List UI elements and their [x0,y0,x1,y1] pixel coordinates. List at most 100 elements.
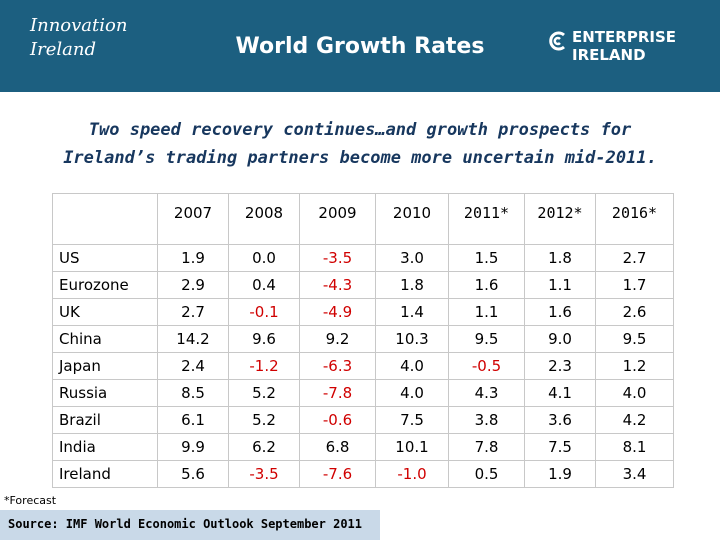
cell: -0.1 [228,298,300,326]
cell: 5.2 [228,406,300,434]
cell: 6.8 [299,433,376,461]
cell: 4.2 [595,406,674,434]
cell: 10.1 [375,433,449,461]
cell: 4.1 [524,379,596,407]
row-label: Ireland [52,460,158,488]
cell: 2.7 [157,298,229,326]
logo-right: ENTERPRISE IRELAND [572,28,677,64]
growth-table: 2007 2008 2009 2010 2011* 2012* 2016* US 1.9 0.0-… [52,193,674,488]
column-header: 2009 [299,193,376,245]
table-row: Ireland 5.6 -3.5 -7.6 -1.0 0.5 1.9 3.4 [52,460,674,488]
column-header: 2010 [375,193,449,245]
table-row: India 9.9 6.2 6.8 10.1 7.8 7.5 8.1 [52,433,674,461]
cell: 1.8 [524,244,596,272]
header-bar: Innovation Ireland ENTERPRISE IRELAND Wo… [0,0,720,92]
cell: 9.2 [299,325,376,353]
cell: 8.1 [595,433,674,461]
cell: 9.6 [228,325,300,353]
cell: 10.3 [375,325,449,353]
cell: 9.5 [595,325,674,353]
row-label: UK [52,298,158,326]
cell: -3.5 [228,460,300,488]
cell: 1.8 [375,271,449,299]
table-row: US 1.9 0.0 -3.5 3.0 1.5 1.8 2.7 [52,244,674,272]
cell: 3.8 [448,406,525,434]
cell: 3.0 [375,244,449,272]
cell: 1.9 [157,244,229,272]
cell: 1.2 [595,352,674,380]
cell: 1.6 [448,271,525,299]
cell: 2.9 [157,271,229,299]
subtitle-line: Ireland’s trading partners become more u… [63,148,657,168]
row-label: India [52,433,158,461]
cell: 7.5 [524,433,596,461]
row-label: Japan [52,352,158,380]
cell: -3.5 [299,244,376,272]
slide-title: World Growth Rates [235,34,485,59]
cell: 6.2 [228,433,300,461]
logo-mark [549,31,565,51]
header-row: 2007 2008 2009 2010 2011* 2012* 2016* [52,193,674,245]
cell: -6.3 [299,352,376,380]
cell: 4.0 [595,379,674,407]
column-header: 2012* [524,193,596,245]
cell: -7.8 [299,379,376,407]
subtitle-line: Two speed recovery continues…and growth … [88,120,632,140]
cell: 4.0 [375,352,449,380]
cell: 1.9 [524,460,596,488]
cell: 4.0 [375,379,449,407]
cell: 1.5 [448,244,525,272]
row-label: China [52,325,158,353]
cell: 8.5 [157,379,229,407]
table-row: China 14.2 9.6 9.2 10.3 9.5 9.0 9.5 [52,325,674,353]
cell: 2.7 [595,244,674,272]
cell: 9.0 [524,325,596,353]
cell: 2.6 [595,298,674,326]
footnote: *Forecast [4,494,57,507]
cell: 6.1 [157,406,229,434]
row-label: US [52,244,158,272]
cell: -7.6 [299,460,376,488]
cell: -4.3 [299,271,376,299]
cell: 9.9 [157,433,229,461]
cell: 4.3 [448,379,525,407]
column-header: 2016* [595,193,674,245]
cell: 5.6 [157,460,229,488]
subtitle: Two speed recovery continues…and growth … [20,116,700,172]
source-bar: Source: IMF World Economic Outlook Septe… [0,510,380,540]
cell: 14.2 [157,325,229,353]
column-header: 2008 [228,193,300,245]
cell: 5.2 [228,379,300,407]
table-row: Japan 2.4 -1.2 -6.3 4.0 -0.5 2.3 1.2 [52,352,674,380]
row-label: Eurozone [52,271,158,299]
table-row: Russia 8.5 5.2 -7.8 4.0 4.3 4.1 4.0 [52,379,674,407]
cell: 7.8 [448,433,525,461]
row-label: Brazil [52,406,158,434]
cell: 7.5 [375,406,449,434]
cell: -0.6 [299,406,376,434]
cell: 1.6 [524,298,596,326]
table-row: UK 2.7 -0.1 -4.9 1.4 1.1 1.6 2.6 [52,298,674,326]
row-label: Russia [52,379,158,407]
column-header [52,193,158,245]
cell: 3.4 [595,460,674,488]
column-header: 2007 [157,193,229,245]
cell: 1.1 [448,298,525,326]
table-row: Eurozone 2.9 0.4 -4.3 1.8 1.6 1.1 1.7 [52,271,674,299]
cell: 2.4 [157,352,229,380]
cell: -1.2 [228,352,300,380]
cell: 1.1 [524,271,596,299]
cell: 9.5 [448,325,525,353]
table-row: Brazil 6.1 5.2 -0.6 7.5 3.8 3.6 4.2 [52,406,674,434]
cell: -1.0 [375,460,449,488]
cell: 0.0 [228,244,300,272]
cell: 1.7 [595,271,674,299]
column-header: 2011* [448,193,525,245]
logo-left: Innovation Ireland [30,15,128,60]
cell: 0.4 [228,271,300,299]
cell: 3.6 [524,406,596,434]
cell: 2.3 [524,352,596,380]
cell: -4.9 [299,298,376,326]
source: Source: IMF World Economic Outlook Septe… [8,517,363,531]
